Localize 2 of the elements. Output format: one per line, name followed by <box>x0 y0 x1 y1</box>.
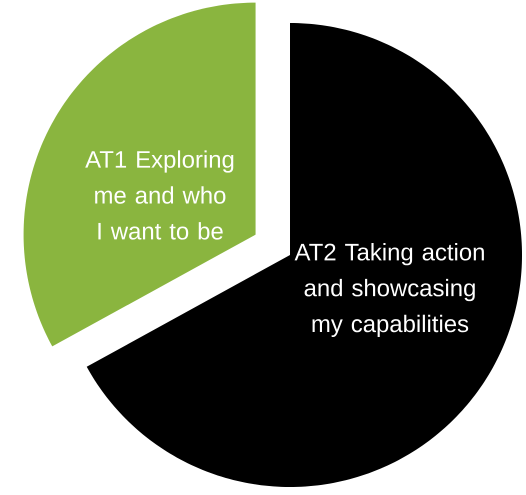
slice-label: AT1 Exploring me and who I want to be <box>85 150 234 240</box>
slice-label: AT2 Taking action and showcasing my capabilities <box>294 242 484 338</box>
